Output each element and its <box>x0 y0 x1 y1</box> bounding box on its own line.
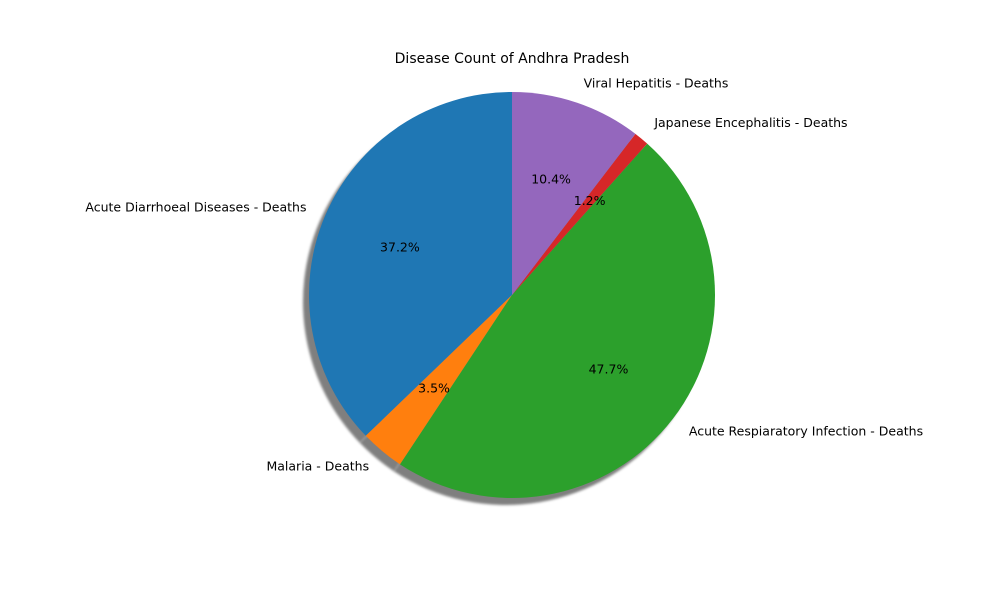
slice-pct-malaria-deaths: 3.5% <box>418 381 450 396</box>
pie-labels: Acute Diarrhoeal Diseases - Deaths 37.2% M… <box>85 76 923 474</box>
slice-label-malaria-deaths: Malaria - Deaths <box>266 459 369 474</box>
slice-viral-hepatitis-deaths <box>512 92 636 295</box>
pie-slices <box>309 92 716 498</box>
slice-label-viral-hepatitis-deaths: Viral Hepatitis - Deaths <box>584 76 729 91</box>
slice-pct-japanese-encephalitis-deaths: 1.2% <box>574 193 606 208</box>
slice-label-japanese-encephalitis-deaths: Japanese Encephalitis - Deaths <box>653 115 847 130</box>
chart-title: Disease Count of Andhra Pradesh <box>395 51 630 67</box>
slice-pct-acute-respiaratory-infection-deaths: 47.7% <box>589 361 629 376</box>
slice-label-acute-respiaratory-infection-deaths: Acute Respiaratory Infection - Deaths <box>689 423 923 438</box>
slice-label-acute-diarrhoeal-diseases-deaths: Acute Diarrhoeal Diseases - Deaths <box>85 200 306 215</box>
slice-pct-viral-hepatitis-deaths: 10.4% <box>531 172 571 187</box>
slice-pct-acute-diarrhoeal-diseases-deaths: 37.2% <box>380 239 420 254</box>
slice-acute-respiaratory-infection-deaths <box>400 143 716 498</box>
slice-japanese-encephalitis-deaths <box>512 133 648 295</box>
slice-malaria-deaths <box>365 295 512 465</box>
slice-acute-diarrhoeal-diseases-deaths <box>309 92 512 436</box>
